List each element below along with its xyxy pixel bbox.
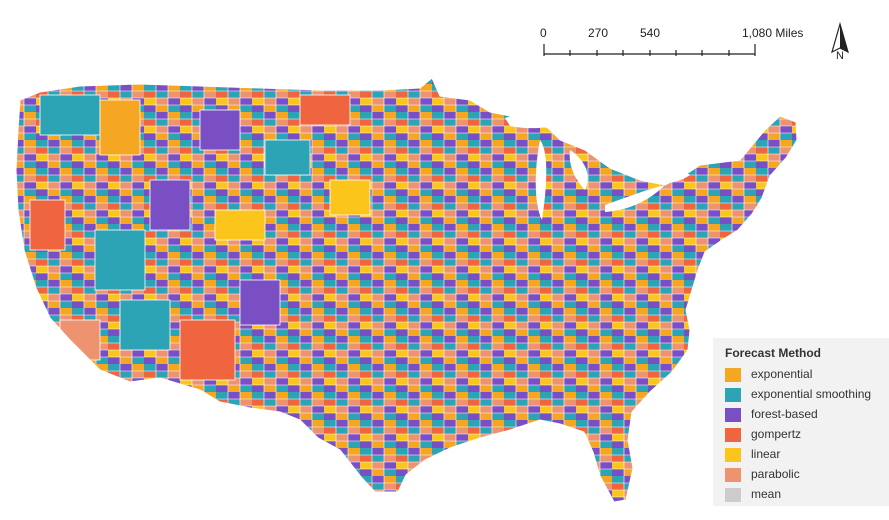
scale-label-270: 270 xyxy=(588,26,609,40)
legend-label: exponential xyxy=(751,367,813,381)
scale-label-0: 0 xyxy=(540,26,547,40)
legend-swatch xyxy=(725,468,741,482)
legend-label: mean xyxy=(751,487,782,501)
legend-swatch xyxy=(725,428,741,442)
north-arrow: N xyxy=(828,21,852,64)
legend-item-gompertz: gompertz xyxy=(725,426,889,444)
legend-label: exponential smoothing xyxy=(751,387,872,401)
legend-label: forest-based xyxy=(751,407,818,421)
scale-label-1080: 1,080 Miles xyxy=(742,26,804,40)
legend-swatch xyxy=(725,448,741,462)
legend-swatch xyxy=(725,368,741,382)
legend-swatch xyxy=(725,388,741,402)
scale-bar-line xyxy=(543,44,756,56)
scale-label-540: 540 xyxy=(640,26,661,40)
legend-label: parabolic xyxy=(751,467,800,481)
legend-item-exponential-smoothing: exponential smoothing xyxy=(725,386,889,404)
legend: Forecast Method exponential exponential … xyxy=(713,338,889,506)
legend-item-parabolic: parabolic xyxy=(725,466,889,484)
legend-label: gompertz xyxy=(751,427,802,441)
north-label: N xyxy=(836,50,844,62)
legend-swatch xyxy=(725,408,741,422)
legend-item-mean: mean xyxy=(725,486,889,504)
legend-item-linear: linear xyxy=(725,446,889,464)
legend-item-forest-based: forest-based xyxy=(725,406,889,424)
legend-swatch xyxy=(725,488,741,502)
scale-bar: 0 270 540 1,080 Miles xyxy=(536,24,803,64)
legend-label: linear xyxy=(751,447,781,461)
north-arrow-icon xyxy=(831,21,849,54)
legend-title: Forecast Method xyxy=(725,346,822,360)
legend-item-exponential: exponential xyxy=(725,366,889,384)
